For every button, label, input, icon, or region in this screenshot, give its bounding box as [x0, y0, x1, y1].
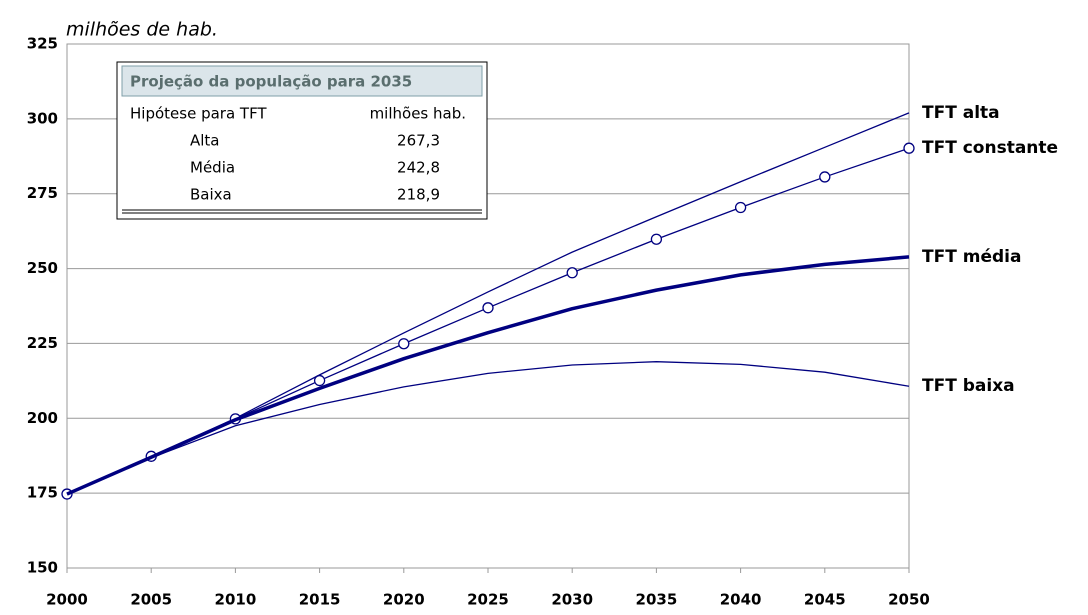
inset-cell: 267,3 — [397, 132, 440, 150]
y-tick-label: 200 — [27, 409, 58, 427]
marker — [482, 302, 494, 314]
inset-title: Projeção da população para 2035 — [130, 73, 412, 91]
x-tick-label: 2040 — [720, 591, 762, 609]
series-label: TFT baixa — [922, 376, 1015, 396]
marker — [398, 338, 410, 350]
x-tick-label: 2045 — [804, 591, 846, 609]
inset-cell: Baixa — [190, 186, 232, 204]
series-line — [66, 361, 910, 495]
series-label: TFT constante — [922, 138, 1058, 158]
y-tick-label: 225 — [27, 334, 58, 352]
inset-header: Hipótese para TFT — [130, 105, 267, 123]
series-line — [66, 255, 910, 496]
y-axis-label: milhões de hab. — [66, 19, 218, 41]
x-tick-label: 2015 — [299, 591, 341, 609]
inset-cell: Média — [190, 159, 235, 177]
marker — [903, 142, 915, 154]
y-tick-label: 250 — [27, 259, 58, 277]
series-label: TFT média — [922, 247, 1021, 267]
x-tick-label: 2020 — [383, 591, 425, 609]
inset-header: milhões hab. — [370, 105, 466, 123]
y-tick-label: 150 — [27, 559, 58, 577]
x-tick-label: 2000 — [46, 591, 88, 609]
series-label: TFT alta — [922, 103, 1000, 123]
x-tick-label: 2035 — [636, 591, 678, 609]
x-tick-label: 2010 — [215, 591, 257, 609]
x-tick-label: 2050 — [888, 591, 930, 609]
marker — [819, 171, 831, 183]
marker — [313, 374, 326, 387]
y-tick-label: 325 — [27, 35, 58, 53]
plot-border — [66, 43, 910, 569]
y-tick-label: 175 — [27, 484, 58, 502]
inset-title-bg — [121, 65, 483, 97]
x-tick-label: 2030 — [551, 591, 593, 609]
x-tick-label: 2005 — [130, 591, 172, 609]
x-tick-label: 2025 — [467, 591, 509, 609]
marker — [734, 201, 747, 214]
y-tick-label: 275 — [27, 184, 58, 202]
inset-cell: 242,8 — [397, 159, 440, 177]
y-tick-label: 300 — [27, 109, 58, 127]
marker — [650, 233, 663, 245]
inset-cell: Alta — [190, 132, 220, 150]
inset-cell: 218,9 — [397, 186, 440, 204]
marker — [566, 267, 578, 279]
